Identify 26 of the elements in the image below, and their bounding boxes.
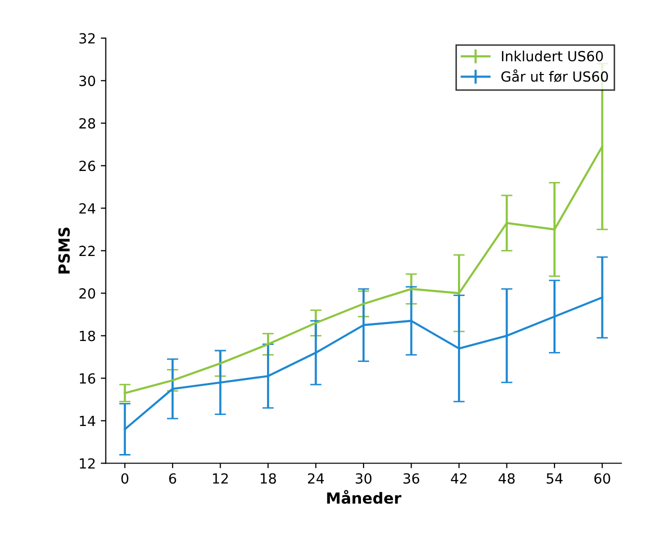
- x-tick-label: 60: [594, 473, 610, 484]
- y-tick-label: 26: [79, 160, 96, 172]
- y-tick-label: 24: [79, 203, 96, 214]
- y-axis-title: PSMS: [58, 228, 70, 274]
- x-tick-label: 36: [404, 473, 420, 484]
- x-tick-label: 24: [308, 473, 324, 484]
- y-tick-label: 28: [79, 118, 96, 129]
- y-tick-label: 22: [79, 246, 95, 256]
- x-tick-label: 18: [260, 473, 276, 484]
- x-tick-label: 48: [498, 473, 515, 484]
- x-tick-label: 12: [213, 473, 228, 484]
- y-tick-label: 12: [80, 458, 95, 469]
- y-tick-label: 30: [79, 76, 96, 86]
- x-tick-label: 0: [121, 473, 128, 484]
- y-tick-label: 20: [79, 288, 96, 299]
- x-axis-title: Måneder: [327, 490, 402, 504]
- x-tick-label: 6: [169, 473, 176, 484]
- x-tick-label: 54: [546, 473, 563, 484]
- legend-label: Går ut før US60: [501, 69, 608, 82]
- y-tick-label: 16: [80, 373, 96, 384]
- y-tick-label: 18: [80, 330, 96, 342]
- x-tick-label: 42: [450, 473, 466, 484]
- x-tick-label: 30: [356, 473, 372, 484]
- y-tick-label: 14: [80, 416, 96, 426]
- y-tick-label: 32: [79, 33, 95, 44]
- legend-label: Inkludert US60: [502, 50, 603, 62]
